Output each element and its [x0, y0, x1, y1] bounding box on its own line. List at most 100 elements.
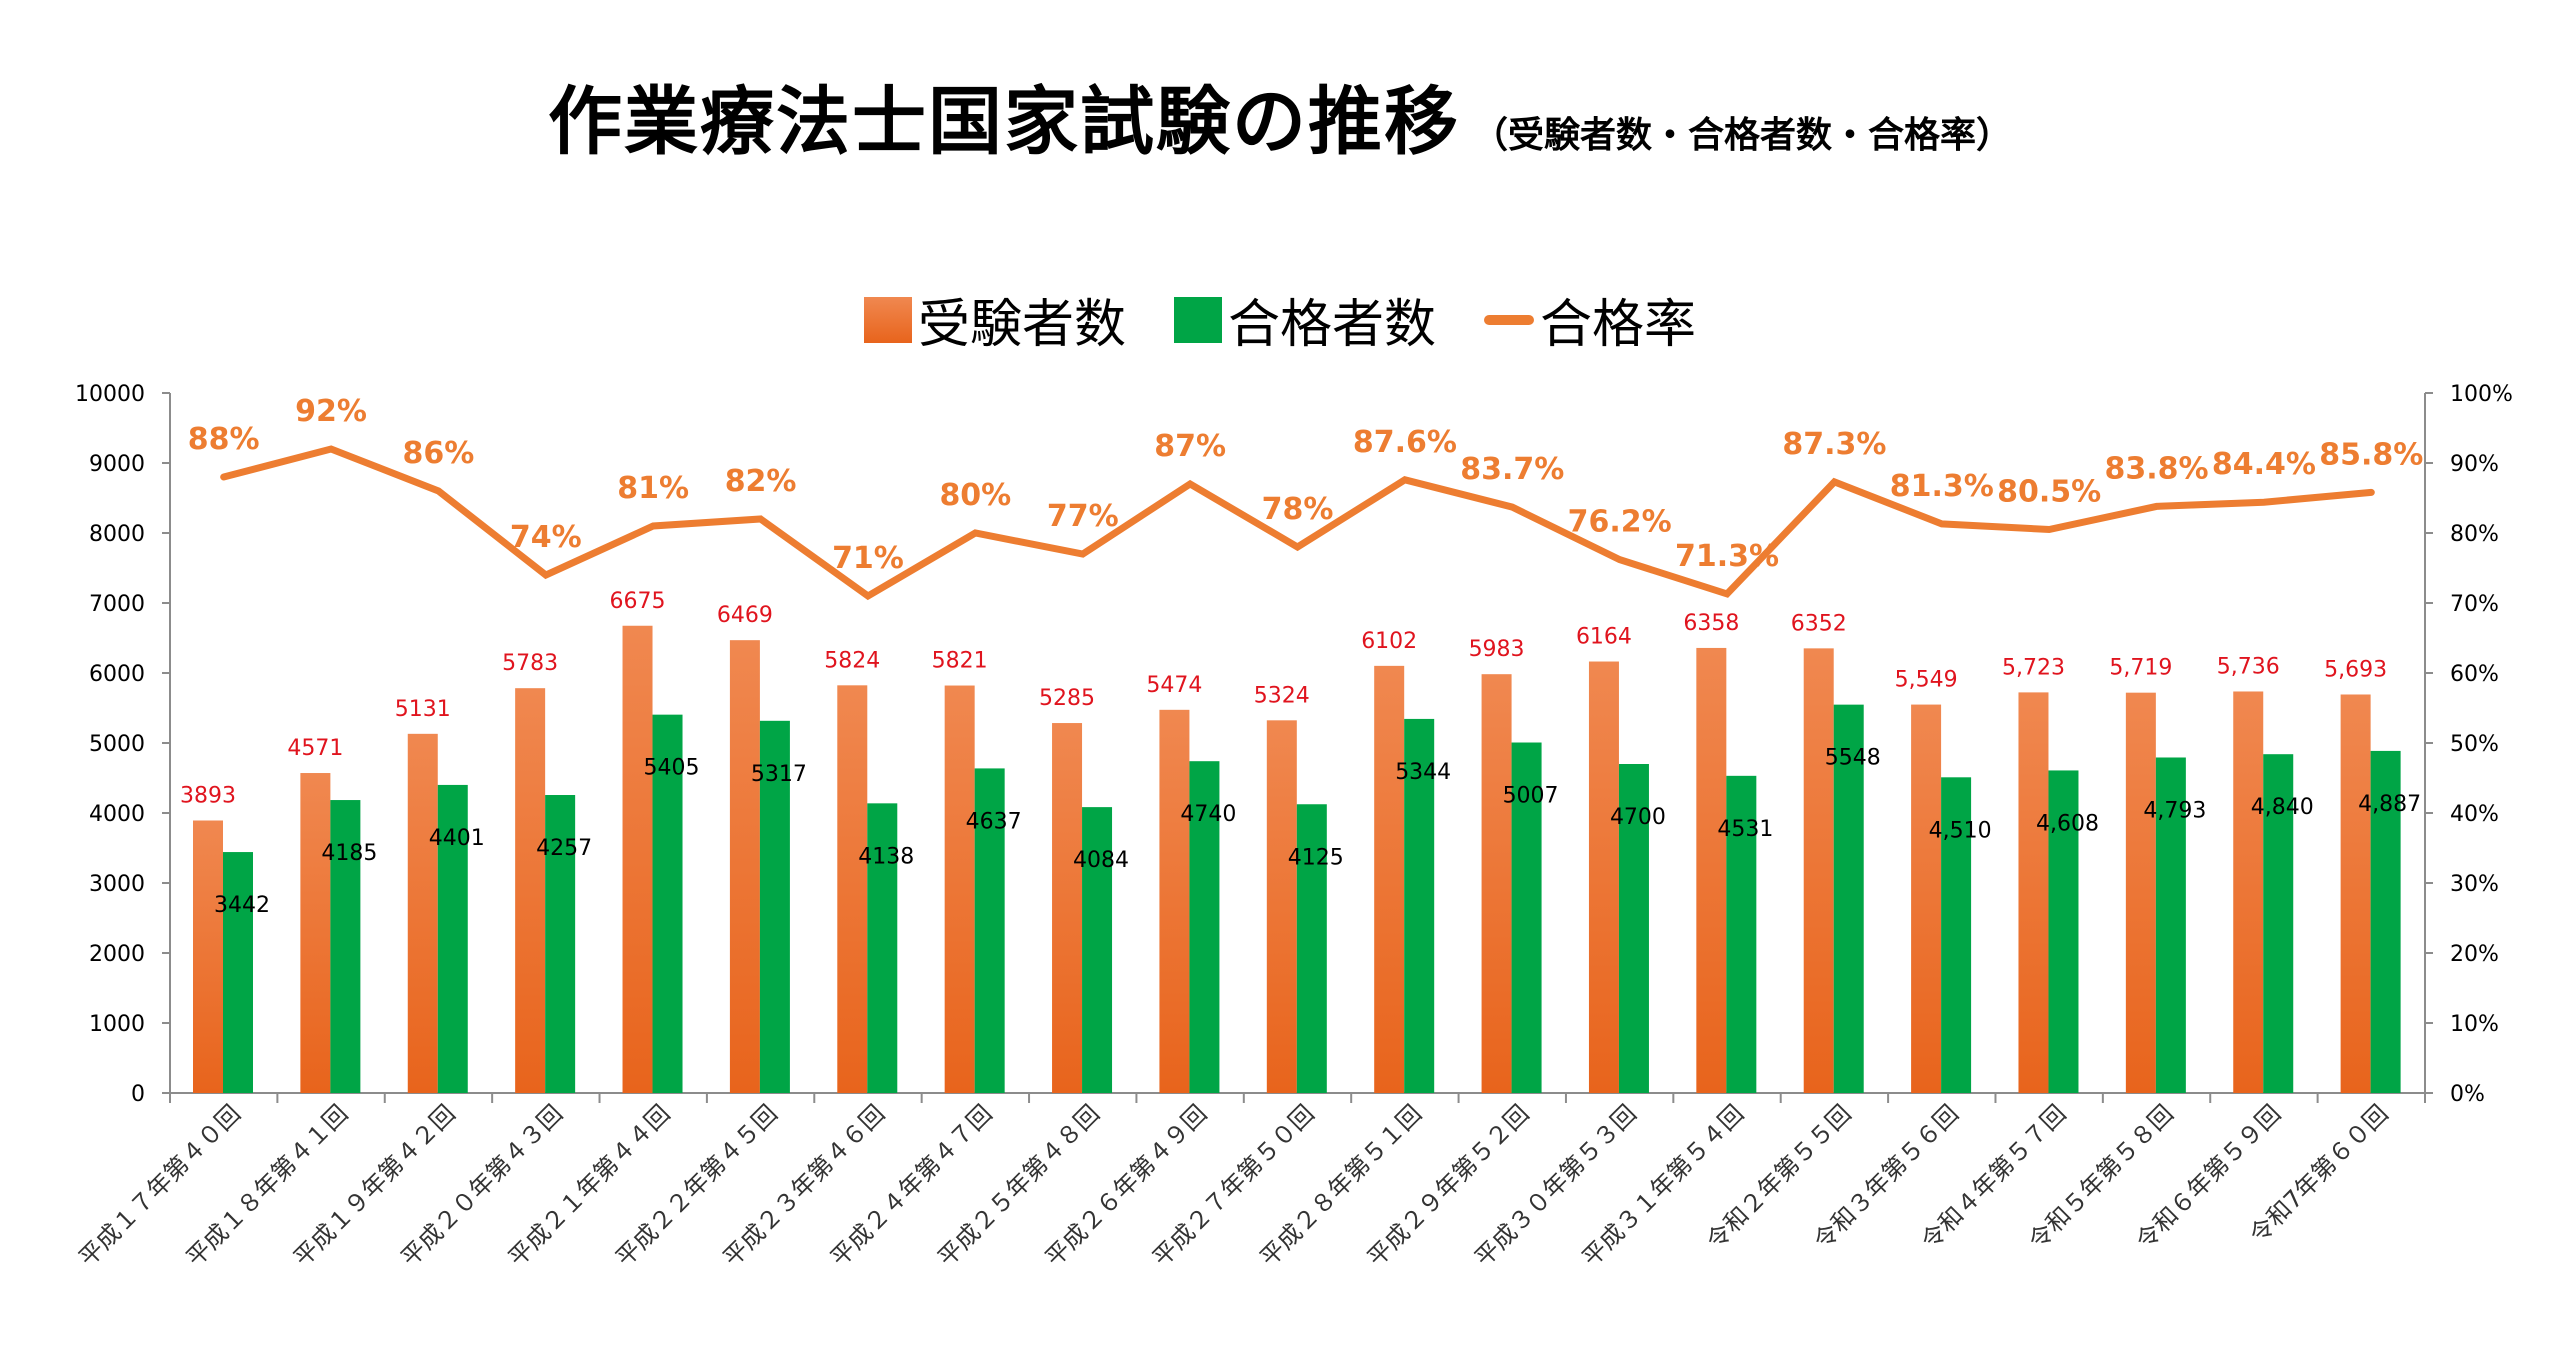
bar-passers — [2370, 750, 2401, 1093]
bar-applicants — [1374, 665, 1405, 1093]
y-tick-label: 4000 — [89, 802, 145, 827]
data-label-applicants: 5783 — [502, 651, 558, 676]
y2-tick-label: 10% — [2450, 1012, 2499, 1037]
y2-tick-label: 30% — [2450, 872, 2499, 897]
legend-swatch-passers — [1173, 296, 1222, 343]
data-label-passers: 3442 — [214, 893, 270, 918]
data-labels: 3893 3442 4571 4185 5131 4401 5783 4257 6675 5405… — [180, 394, 2423, 918]
bar-applicants — [300, 773, 331, 1093]
data-label-pass-rate: 87.6% — [1353, 425, 1457, 460]
y-tick-label: 0 — [131, 1082, 145, 1107]
y-tick-label: 10000 — [75, 382, 145, 407]
data-label-passers: 4,887 — [2358, 792, 2421, 817]
data-label-applicants: 6469 — [717, 603, 773, 628]
series-applicants — [193, 625, 2371, 1093]
data-label-applicants: 5821 — [932, 649, 988, 674]
chart-title-main: 作業療法士国家試験の推移 — [547, 79, 1460, 165]
chart-subtitle: （受験者数・合格者数・合格率） — [1471, 115, 2012, 156]
bar-applicants — [622, 625, 653, 1093]
bar-applicants — [837, 685, 868, 1093]
y2-tick-label: 40% — [2450, 802, 2499, 827]
bar-passers — [2155, 757, 2186, 1093]
legend-item-pass-rate[interactable]: 合格率 — [1484, 282, 1696, 357]
data-label-passers: 5344 — [1395, 760, 1451, 785]
data-label-applicants: 5324 — [1254, 683, 1310, 708]
data-label-applicants: 5,719 — [2109, 656, 2172, 681]
bar-passers — [759, 720, 790, 1093]
bar-applicants — [1481, 674, 1512, 1093]
data-label-pass-rate: 92% — [295, 394, 367, 429]
legend: 受験者数 合格者数 合格率 — [0, 282, 2560, 357]
data-label-applicants: 6164 — [1576, 625, 1632, 650]
data-label-passers: 4185 — [321, 841, 377, 866]
data-label-pass-rate: 71% — [832, 541, 904, 576]
data-label-pass-rate: 78% — [1262, 492, 1334, 527]
bar-applicants — [2018, 692, 2049, 1093]
bar-applicants — [944, 685, 975, 1093]
y-tick-label: 7000 — [89, 592, 145, 617]
y2-tick-label: 60% — [2450, 662, 2499, 687]
bar-passers — [1833, 704, 1864, 1093]
bar-passers — [1296, 804, 1327, 1093]
bar-applicants — [1052, 723, 1083, 1093]
data-label-passers: 4700 — [1610, 805, 1666, 830]
data-label-pass-rate: 82% — [725, 464, 797, 499]
data-label-applicants: 5,549 — [1895, 668, 1958, 693]
series-pass-rate — [220, 445, 2375, 601]
y2-tick-label: 90% — [2450, 452, 2499, 477]
data-label-passers: 4,510 — [1929, 818, 1992, 843]
data-label-passers: 4,608 — [2036, 811, 2099, 836]
y2-tick-label: 100% — [2450, 382, 2513, 407]
y2-tick-label: 50% — [2450, 732, 2499, 757]
data-label-applicants: 3893 — [180, 783, 236, 808]
data-label-pass-rate: 83.7% — [1460, 452, 1564, 487]
data-label-applicants: 5,693 — [2324, 657, 2387, 682]
legend-item-passers[interactable]: 合格者数 — [1173, 282, 1436, 357]
data-label-passers: 4,793 — [2143, 798, 2206, 823]
bar-applicants — [193, 820, 223, 1093]
bar-applicants — [1266, 720, 1297, 1093]
bar-applicants — [729, 640, 760, 1093]
bar-passers — [223, 852, 253, 1093]
bar-passers — [974, 768, 1005, 1093]
data-label-passers: 4401 — [429, 826, 485, 851]
bar-passers — [1941, 777, 1972, 1093]
y2-tick-label: 20% — [2450, 942, 2499, 967]
y-tick-label: 9000 — [89, 452, 145, 477]
bar-applicants — [2125, 692, 2156, 1093]
bar-applicants — [1159, 709, 1190, 1093]
legend-line-pass-rate — [1484, 314, 1534, 325]
data-label-applicants: 6102 — [1361, 629, 1417, 654]
data-label-applicants: 5285 — [1039, 686, 1095, 711]
bar-passers — [1618, 764, 1649, 1093]
data-label-passers: 4531 — [1717, 817, 1773, 842]
data-label-passers: 4125 — [1288, 845, 1344, 870]
y-tick-label: 6000 — [89, 662, 145, 687]
bar-passers — [437, 784, 468, 1093]
bar-passers — [1082, 807, 1113, 1093]
data-label-passers: 5405 — [644, 756, 700, 781]
bar-applicants — [2340, 694, 2371, 1093]
data-label-pass-rate: 80.5% — [1997, 475, 2101, 510]
y-tick-label: 5000 — [89, 732, 145, 757]
bar-applicants — [1696, 647, 1727, 1093]
series-passers — [223, 704, 2401, 1093]
data-label-passers: 4,840 — [2251, 795, 2314, 820]
legend-item-applicants[interactable]: 受験者数 — [863, 282, 1126, 357]
data-label-applicants: 5983 — [1469, 637, 1525, 662]
data-label-pass-rate: 88% — [188, 422, 260, 457]
y-tick-label: 3000 — [89, 872, 145, 897]
y-tick-label: 1000 — [89, 1012, 145, 1037]
data-label-pass-rate: 83.8% — [2105, 451, 2209, 486]
bar-passers — [1511, 742, 1542, 1093]
bar-passers — [1404, 718, 1435, 1093]
data-label-applicants: 5,723 — [2002, 655, 2065, 680]
data-label-pass-rate: 87% — [1154, 429, 1226, 464]
bar-passers — [545, 795, 576, 1093]
bar-passers — [1726, 775, 1757, 1093]
bar-applicants — [407, 733, 438, 1093]
data-label-applicants: 6358 — [1683, 611, 1739, 636]
y-tick-label: 8000 — [89, 522, 145, 547]
data-label-pass-rate: 74% — [510, 520, 582, 555]
